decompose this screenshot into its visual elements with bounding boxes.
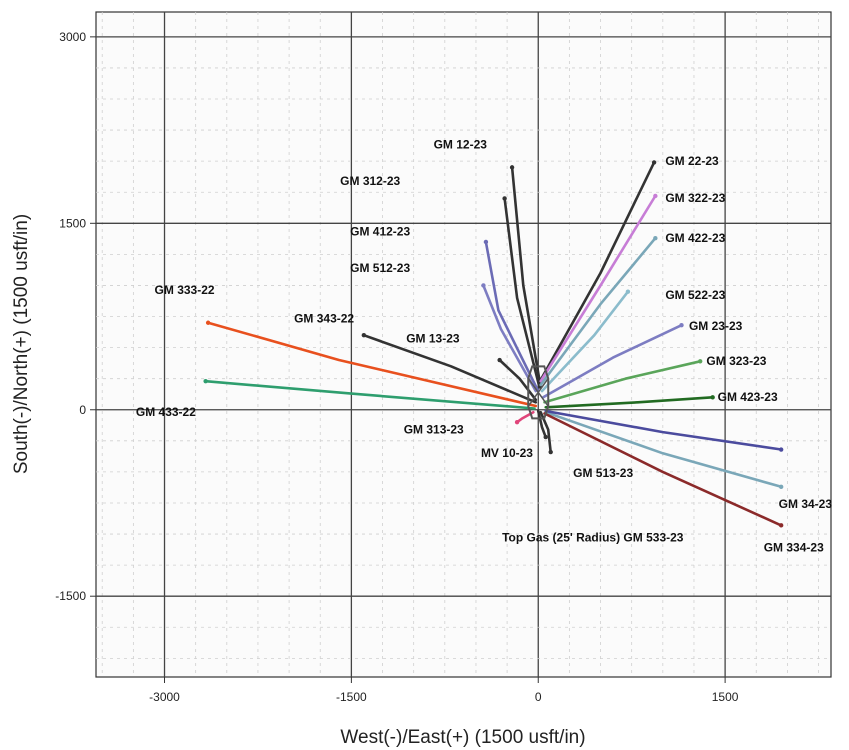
y-tick-label: 3000 <box>59 30 86 44</box>
well-label-gm-13-23: GM 13-23 <box>406 332 460 346</box>
series-endpoint-gm-333-22 <box>205 320 211 325</box>
y-axis-title: South(-)/North(+) (1500 usft/in) <box>11 214 32 474</box>
series-endpoint-gm-422-23 <box>653 236 658 241</box>
series-line-gm-322-23 <box>539 194 657 383</box>
well-labels: GM 12-23 GM 312-23 GM 412-23 GM 512-23 GM 33… <box>136 138 832 555</box>
series-endpoint-gm-433-22 <box>203 378 208 384</box>
well-label-mv-10-23: MV 10-23 <box>481 446 533 460</box>
series-endpoint-gm-312-23 <box>502 196 507 201</box>
series-endpoint-gm-22-23 <box>651 160 657 165</box>
well-label-gm-423-23: GM 423-23 <box>718 390 778 404</box>
y-tick-label: 1500 <box>59 216 86 230</box>
series-endpoint-gm-512-23 <box>481 283 486 288</box>
series-endpoint-gm-12-23 <box>509 165 515 170</box>
series-endpoint-gm-13-23 <box>497 357 502 363</box>
pad-cross <box>527 377 549 407</box>
pad-outline <box>527 365 550 420</box>
series-endpoint-gm-323-23 <box>697 359 703 364</box>
grid <box>96 12 831 677</box>
series-endpoint-gm-322-23 <box>653 193 658 199</box>
series-line-gm-333-22 <box>206 321 538 408</box>
series-line-gm-522-23 <box>540 290 630 393</box>
series-endpoint-gm-522-23 <box>625 289 631 294</box>
series-line-gm-433-22 <box>204 379 536 410</box>
y-tick-label: -1500 <box>55 589 86 603</box>
series-group <box>203 160 784 528</box>
well-label-gm-422-23: GM 422-23 <box>665 231 725 245</box>
series-line-gm-412-23 <box>484 240 540 393</box>
series-endpoint-gm-423-23 <box>710 395 715 400</box>
series-line-gm-512-23 <box>482 284 538 393</box>
well-label-gm-512-23: GM 512-23 <box>350 261 410 275</box>
series-line-gm-34-23 <box>544 410 783 489</box>
series-line-gm-334-23 <box>543 412 783 527</box>
y-tick-label: 0 <box>79 403 86 417</box>
series-line-gm-312-23 <box>503 197 541 389</box>
series-endpoint-gm-334-23 <box>778 523 784 528</box>
x-axis-title: West(-)/East(+) (1500 usft/in) <box>340 727 585 748</box>
series-line-gm-13-23 <box>498 358 538 402</box>
well-label-gm-313-23: GM 313-23 <box>404 422 464 436</box>
well-label-gm-412-23: GM 412-23 <box>350 225 410 239</box>
well-label-top-gas-25-radius-gm-533-23: Top Gas (25' Radius) GM 533-23 <box>502 531 684 545</box>
well-label-gm-323-23: GM 323-23 <box>706 354 766 368</box>
pad-marker <box>527 365 550 420</box>
series-line-gm-323-23 <box>543 359 702 404</box>
series-line-mv-10-23 <box>536 409 548 439</box>
x-tick-labels: -3000 -1500 0 1500 <box>149 677 739 704</box>
y-tick-labels: 3000 1500 0 -1500 <box>55 30 96 603</box>
well-label-gm-513-23: GM 513-23 <box>573 466 633 480</box>
series-endpoint-mv-10-23 <box>543 434 548 440</box>
series-line-gm-533-23 <box>544 409 783 451</box>
well-label-gm-522-23: GM 522-23 <box>665 288 725 302</box>
well-label-gm-12-23: GM 12-23 <box>434 138 488 152</box>
well-label-gm-34-23: GM 34-23 <box>779 497 833 511</box>
well-label-gm-334-23: GM 334-23 <box>764 540 824 554</box>
series-endpoint-gm-412-23 <box>483 239 489 245</box>
x-tick-label: 0 <box>535 690 542 704</box>
series-line-gm-423-23 <box>544 395 715 409</box>
series-endpoint-gm-23-23 <box>679 323 684 328</box>
series-line-gm-22-23 <box>539 161 656 382</box>
series-line-gm-12-23 <box>510 166 543 389</box>
series-endpoint-gm-533-23 <box>778 447 784 452</box>
well-label-gm-343-22: GM 343-22 <box>294 312 354 326</box>
series-line-gm-23-23 <box>541 323 683 399</box>
series-line-gm-343-22 <box>362 333 538 404</box>
series-endpoint-gm-34-23 <box>778 484 784 490</box>
series-endpoint-gm-343-22 <box>361 332 367 338</box>
well-label-gm-333-22: GM 333-22 <box>155 283 215 297</box>
x-tick-label: -3000 <box>149 690 180 704</box>
x-tick-label: 1500 <box>712 690 739 704</box>
series-line-gm-422-23 <box>539 236 657 387</box>
plot-area <box>95 11 832 678</box>
well-label-gm-433-22: GM 433-22 <box>136 405 196 419</box>
well-label-gm-22-23: GM 22-23 <box>665 154 719 168</box>
series-endpoint-gm-513-23 <box>548 449 553 455</box>
well-label-gm-312-23: GM 312-23 <box>340 174 400 188</box>
well-label-gm-23-23: GM 23-23 <box>689 319 743 333</box>
series-endpoint-gm-313-23 <box>514 419 520 425</box>
well-label-gm-322-23: GM 322-23 <box>665 191 725 205</box>
x-tick-label: -1500 <box>336 690 367 704</box>
